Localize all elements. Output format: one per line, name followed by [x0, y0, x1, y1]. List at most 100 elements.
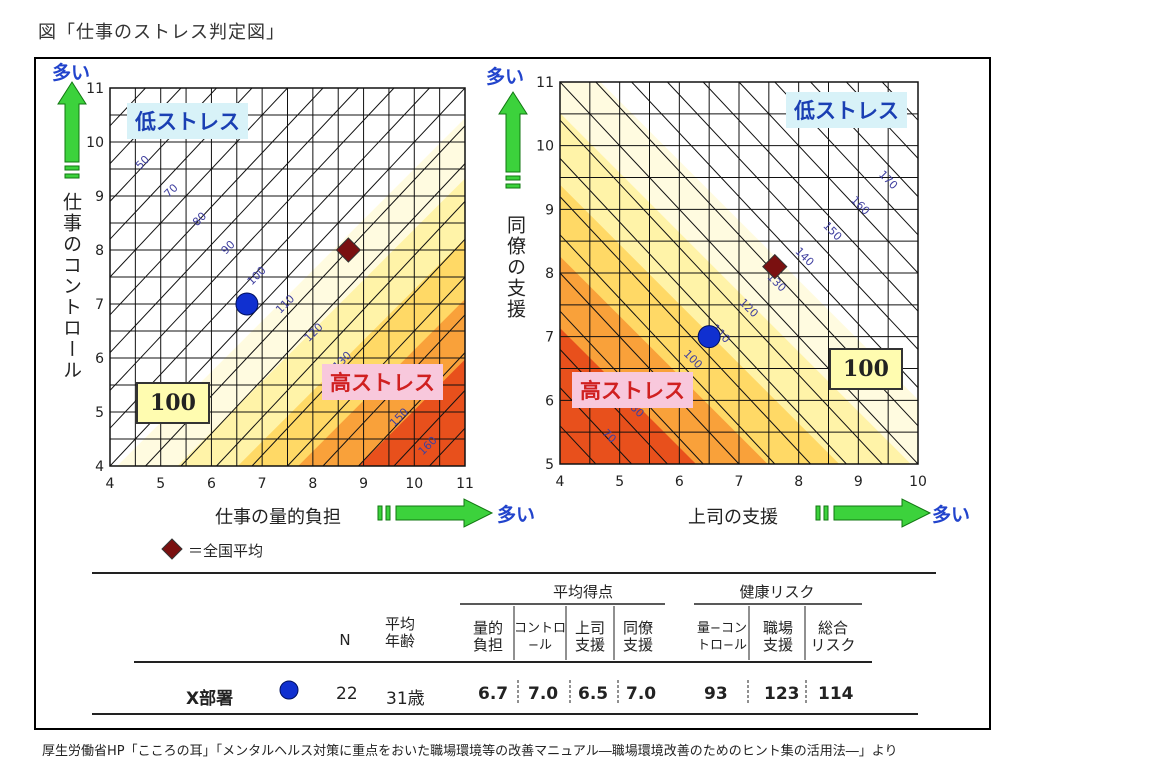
- x-tick-label: 6: [207, 476, 216, 492]
- table-col-risk-2: 職場 支援: [762, 619, 793, 654]
- contour-line: [393, 389, 465, 466]
- contours-0: [110, 88, 465, 466]
- table-row-age: 31歳: [386, 689, 425, 709]
- table-col-avg-3: 上司 支援: [574, 619, 605, 654]
- left-x-more-label: 多い: [497, 504, 536, 526]
- left-100-box: 100: [136, 382, 210, 424]
- table-col-risk-1: 量−コン トロ−ル: [697, 621, 747, 653]
- table-row-risk-1: 93: [704, 684, 728, 704]
- y-more-arrow-icon: [498, 91, 528, 173]
- contour-line: [846, 82, 918, 160]
- table-col-n: N: [339, 631, 351, 649]
- table-department-marker: [279, 680, 299, 700]
- left-x-axis-label: 仕事の量的負担: [215, 507, 341, 528]
- contour-line: [560, 386, 632, 464]
- x-tick-label: 7: [735, 474, 744, 490]
- table-col-age: 平均 年齢: [384, 615, 415, 650]
- x-tick-label: 6: [675, 474, 684, 490]
- table-col-avg-4: 同僚 支援: [622, 619, 653, 654]
- department-marker: [235, 292, 259, 316]
- y-tick-label: 8: [545, 266, 554, 282]
- contour-line: [702, 82, 918, 312]
- contour-line: [322, 314, 465, 466]
- right-100-box: 100: [829, 348, 903, 390]
- y-tick-label: 5: [95, 405, 104, 421]
- y-tick-label: 7: [95, 297, 104, 313]
- y-arrow-stripe-icon: [64, 173, 80, 179]
- y-tick-label: 10: [536, 139, 554, 155]
- y-tick-label: 6: [545, 393, 554, 409]
- x-tick-label: 10: [405, 476, 423, 492]
- contour-line: [110, 88, 217, 203]
- y-tick-label: 6: [95, 351, 104, 367]
- left-y-axis-label: 仕事のコントロール: [60, 192, 82, 381]
- x-arrow-stripe-icon: [815, 505, 821, 521]
- right-x-more-label: 多い: [932, 504, 971, 526]
- contour-line: [810, 82, 918, 198]
- contour-line: [560, 195, 811, 464]
- right-y-more-label: 多い: [486, 66, 525, 88]
- table-row-value-1: 6.7: [478, 684, 509, 704]
- legend-national-marker: [161, 538, 183, 560]
- x-tick-label: 5: [615, 474, 624, 490]
- left-low-stress-label: 低ストレス: [127, 103, 248, 139]
- table-row-risk-2: 123: [764, 684, 800, 704]
- x-tick-label: 4: [106, 476, 115, 492]
- contour-line: [110, 88, 359, 354]
- table-col-avg-1: 量的 負担: [472, 619, 503, 654]
- y-arrow-stripe-icon: [505, 175, 521, 181]
- stress-zone-1-4: [560, 327, 697, 464]
- contour-line: [110, 88, 395, 392]
- legend-national-label: ＝全国平均: [188, 542, 264, 560]
- national-average-marker: [762, 253, 788, 280]
- table-col-risk-3: 総合 リスク: [810, 619, 856, 654]
- x-more-arrow-icon: [395, 498, 494, 528]
- contour-line: [216, 200, 465, 466]
- contour-line: [110, 88, 324, 316]
- national-average-marker: [335, 237, 362, 263]
- x-tick-label: 8: [794, 474, 803, 490]
- right-y-axis-label: 同僚の支援: [504, 215, 526, 320]
- table-header-avg: 平均得点: [552, 583, 613, 601]
- y-tick-label: 10: [86, 135, 104, 151]
- left-high-stress-label: 高ストレス: [322, 364, 443, 400]
- contour-line: [560, 119, 883, 464]
- contour-line: [287, 276, 465, 466]
- table-row-name: X部署: [186, 689, 234, 709]
- right-high-stress-label: 高ストレス: [572, 372, 693, 408]
- contour-line: [917, 82, 918, 83]
- x-tick-label: 5: [156, 476, 165, 492]
- x-more-arrow-icon: [833, 498, 932, 528]
- x-tick-label: 11: [456, 476, 474, 492]
- y-more-arrow-icon: [57, 81, 87, 163]
- contour-line: [631, 82, 918, 389]
- x-tick-label: 9: [359, 476, 368, 492]
- x-tick-label: 9: [854, 474, 863, 490]
- page-title: 図「仕事のストレス判定図」: [38, 22, 285, 43]
- contour-line: [738, 82, 918, 274]
- contour-line: [251, 238, 465, 466]
- table-row-n: 22: [336, 684, 358, 704]
- contour-line: [954, 82, 1161, 464]
- right-x-axis-label: 上司の支援: [688, 507, 778, 528]
- contour-line: [110, 88, 288, 278]
- contour-line: [358, 351, 465, 466]
- x-tick-label: 8: [308, 476, 317, 492]
- y-tick-label: 11: [86, 81, 104, 97]
- y-tick-label: 9: [95, 189, 104, 205]
- x-tick-label: 4: [556, 474, 565, 490]
- contour-line: [774, 82, 918, 236]
- contour-line: [560, 82, 918, 464]
- y-tick-label: 7: [545, 330, 554, 346]
- contour-line: [180, 162, 465, 466]
- y-tick-label: 5: [545, 457, 554, 473]
- y-arrow-stripe-icon: [505, 183, 521, 189]
- x-tick-label: 10: [909, 474, 927, 490]
- plot-border-1: [559, 81, 919, 465]
- contour-line: [881, 82, 918, 121]
- contour-line: [110, 88, 253, 240]
- x-arrow-stripe-icon: [385, 505, 391, 521]
- left-y-more-label: 多い: [52, 62, 91, 84]
- right-low-stress-label: 低ストレス: [786, 92, 907, 128]
- department-marker: [697, 325, 721, 349]
